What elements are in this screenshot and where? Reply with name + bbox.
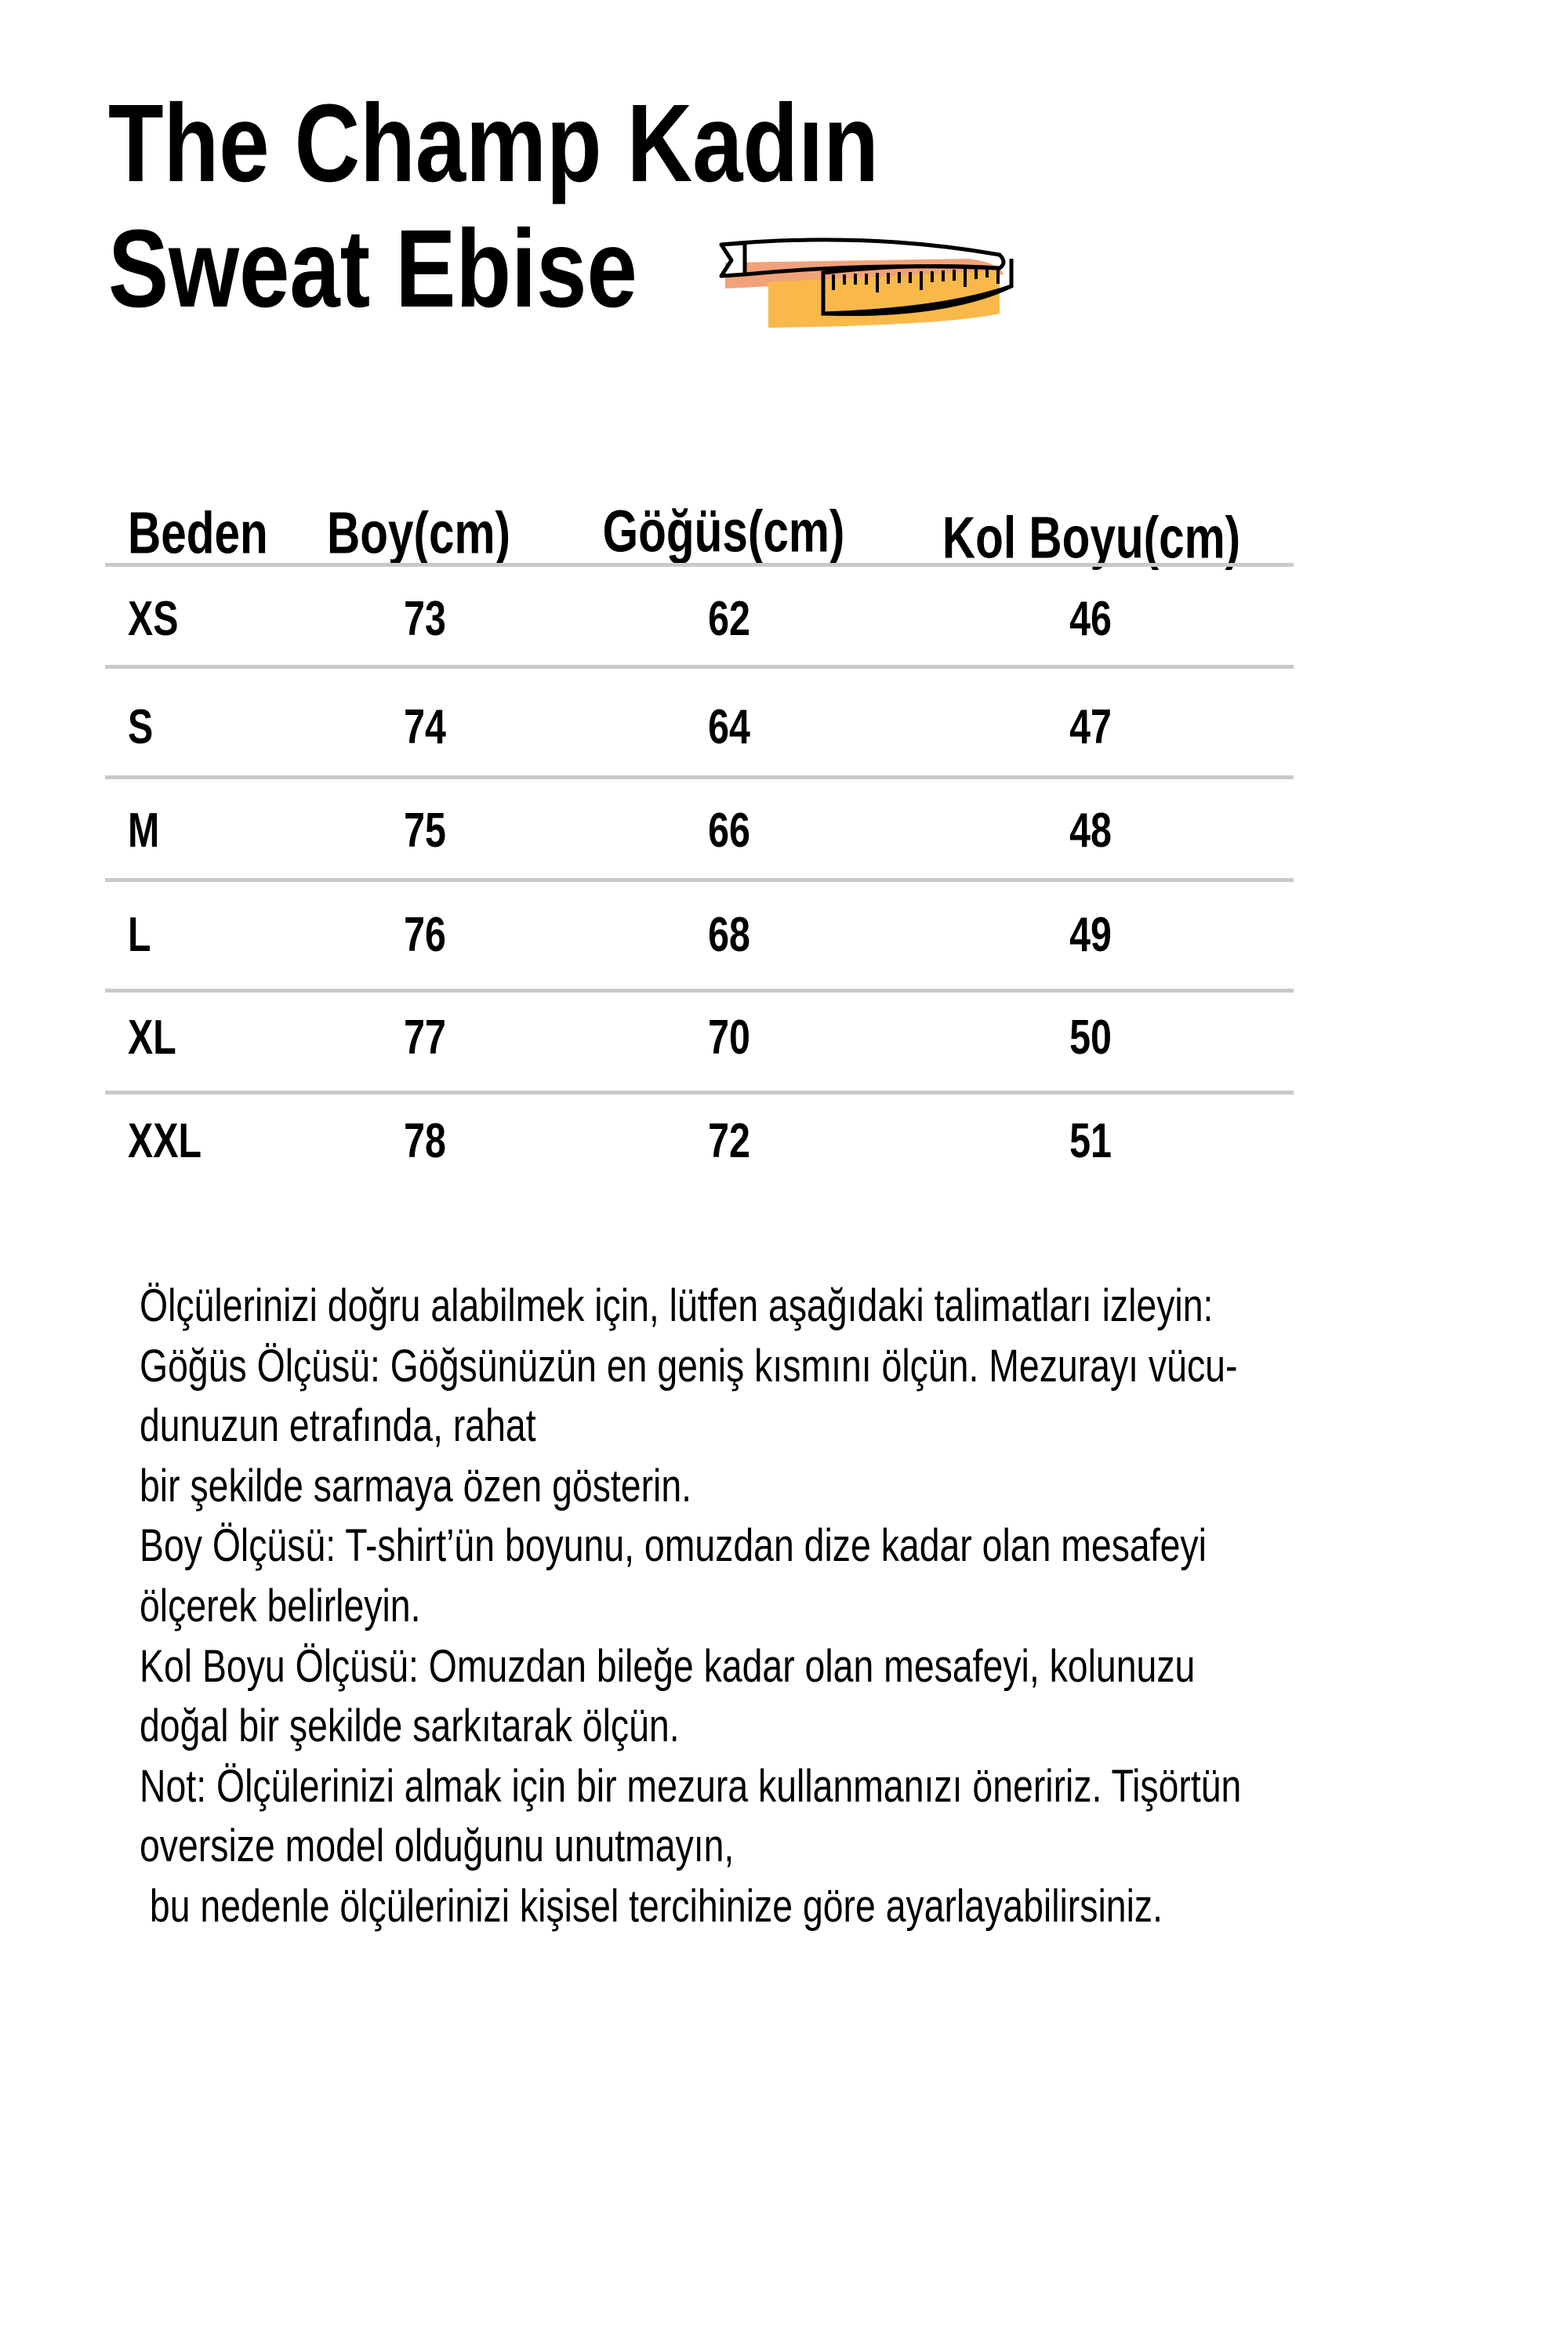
measurement-cell: 75	[404, 804, 446, 858]
instruction-line: Kol Boyu Ölçüsü: Omuzdan bileğe kadar ol…	[140, 1640, 1196, 1692]
instruction-line: Göğüs Ölçüsü: Göğsünüzün en geniş kısmın…	[140, 1340, 1238, 1392]
measurement-cell: 78	[404, 1114, 446, 1168]
instruction-line: Boy Ölçüsü: T-shirt’ün boyunu, omuzdan d…	[140, 1520, 1207, 1572]
measurement-cell: 64	[708, 700, 750, 754]
measurement-cell: 66	[708, 804, 750, 858]
size-cell: XXL	[128, 1114, 202, 1168]
row-divider	[105, 878, 1294, 882]
instruction-line: oversize model olduğunu unutmayın,	[140, 1820, 735, 1872]
measurement-cell: 48	[1069, 804, 1112, 858]
size-cell: S	[128, 700, 154, 754]
measurement-cell: 73	[404, 592, 446, 646]
measurement-cell: 46	[1069, 592, 1112, 646]
header-kol-boyu: Kol Boyu(cm)	[942, 504, 1241, 571]
row-divider	[105, 775, 1294, 779]
measurement-cell: 50	[1069, 1011, 1112, 1065]
header-gogus: Göğüs(cm)	[602, 498, 845, 564]
measurement-cell: 76	[404, 908, 446, 962]
measurement-cell: 74	[404, 700, 446, 754]
instruction-line: doğal bir şekilde sarkıtarak ölçün.	[140, 1700, 680, 1752]
measurement-cell: 47	[1069, 700, 1112, 754]
instruction-line: bu nedenle ölçülerinizi kişisel tercihin…	[140, 1880, 1163, 1932]
measurement-instructions: Ölçülerinizi doğru alabilmek için, lütfe…	[140, 1276, 1241, 1937]
instruction-line: bir şekilde sarmaya özen gösterin.	[140, 1460, 692, 1512]
row-divider	[105, 989, 1294, 993]
instruction-line: Not: Ölçülerinizi almak için bir mezura …	[140, 1760, 1242, 1812]
size-cell: XS	[128, 592, 179, 646]
measurement-cell: 51	[1069, 1114, 1112, 1168]
measurement-cell: 72	[708, 1114, 750, 1168]
size-cell: L	[128, 908, 151, 962]
measuring-tape-icon	[719, 238, 1014, 328]
size-cell: M	[128, 804, 160, 858]
row-divider	[105, 665, 1294, 669]
measurement-cell: 77	[404, 1011, 446, 1065]
header-divider	[105, 563, 1294, 567]
row-divider	[105, 1091, 1294, 1094]
header-beden: Beden	[128, 499, 268, 566]
measurement-cell: 49	[1069, 908, 1112, 962]
instruction-line: dunuzun etrafında, rahat	[140, 1400, 536, 1452]
instruction-line: ölçerek belirleyin.	[140, 1580, 421, 1632]
measurement-cell: 70	[708, 1011, 750, 1065]
title-line-2: Sweat Ebise	[108, 206, 637, 330]
measurement-cell: 62	[708, 592, 750, 646]
measurement-cell: 68	[708, 908, 750, 962]
instruction-line: Ölçülerinizi doğru alabilmek için, lütfe…	[140, 1280, 1214, 1331]
title-line-1: The Champ Kadın	[108, 81, 879, 205]
size-cell: XL	[128, 1011, 176, 1065]
header-boy: Boy(cm)	[326, 499, 511, 566]
